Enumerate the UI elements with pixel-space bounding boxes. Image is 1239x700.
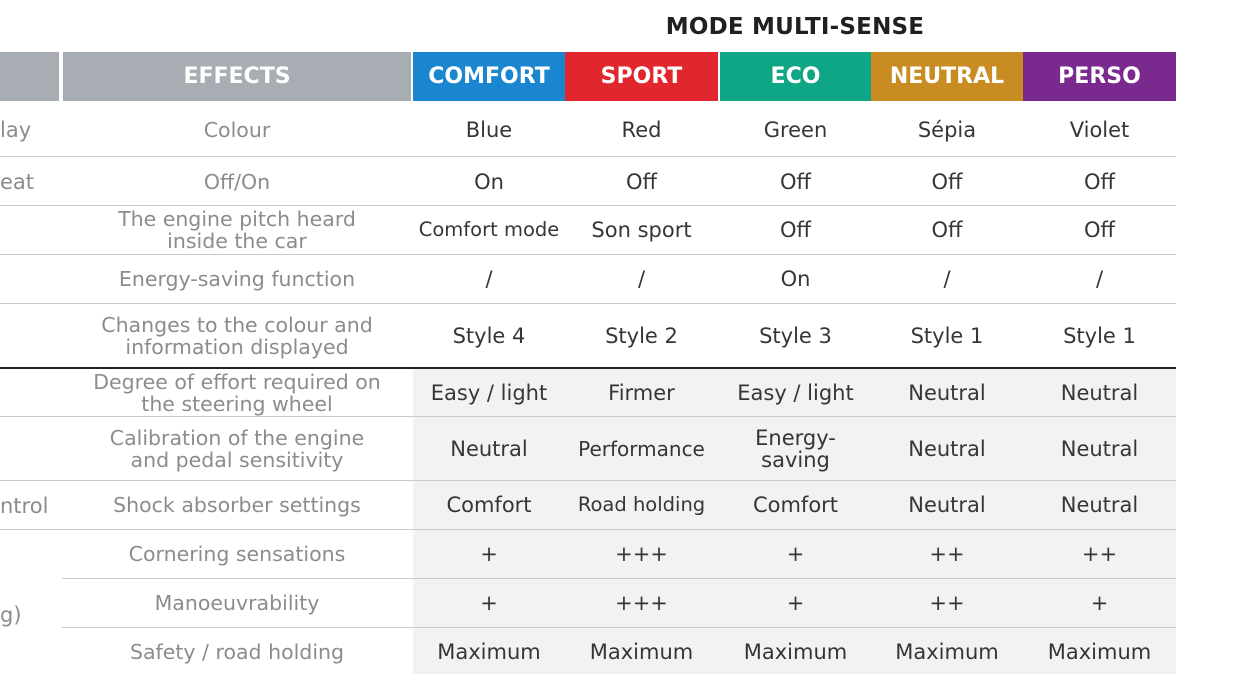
header-effects: EFFECTS bbox=[63, 52, 411, 101]
mode-value: ++ bbox=[1081, 542, 1118, 566]
left-cut-text: lay bbox=[0, 118, 32, 142]
mode-value: + bbox=[786, 542, 805, 566]
mode-value: Neutral bbox=[1060, 380, 1139, 405]
mode-value: Off bbox=[1084, 218, 1115, 242]
mode-value: Blue bbox=[465, 118, 513, 142]
mode-value: Off bbox=[780, 218, 811, 242]
header-mode-sport: SPORT bbox=[565, 52, 718, 101]
effect-label: Safety / road holding bbox=[129, 640, 345, 664]
mode-value: Neutral bbox=[908, 436, 986, 461]
mode-value: Sépia bbox=[917, 118, 977, 142]
effect-label: Changes to the colour and information di… bbox=[101, 313, 373, 359]
left-cut-text: g) bbox=[0, 603, 22, 627]
mode-value: Easy / light bbox=[430, 380, 548, 405]
shaded-region bbox=[413, 368, 1176, 674]
section-divider bbox=[0, 367, 1176, 369]
mode-value: Maximum bbox=[589, 640, 694, 664]
mode-value: Road holding bbox=[577, 493, 706, 516]
left-cut-text: eat bbox=[0, 169, 35, 194]
mode-value: On bbox=[780, 267, 811, 291]
effect-label: Degree of effort required on the steerin… bbox=[93, 369, 381, 416]
mode-value: Off bbox=[931, 218, 963, 242]
mode-value: Comfort mode bbox=[418, 218, 560, 241]
mode-value: + bbox=[480, 591, 498, 615]
effect-label: Manoeuvrability bbox=[154, 591, 320, 615]
mode-value: Neutral bbox=[1060, 436, 1139, 461]
mode-value: Neutral bbox=[1060, 493, 1139, 517]
table-title: MODE MULTI-SENSE bbox=[665, 14, 925, 40]
mode-value: + bbox=[480, 542, 498, 566]
row-divider bbox=[0, 205, 1176, 206]
mode-value: Son sport bbox=[591, 218, 692, 242]
mode-value: +++ bbox=[615, 591, 668, 615]
effect-label: Energy-saving function bbox=[118, 267, 356, 291]
mode-value: Style 4 bbox=[452, 324, 526, 348]
mode-value: Maximum bbox=[1047, 640, 1152, 664]
mode-value: Maximum bbox=[743, 640, 848, 664]
mode-value: Neutral bbox=[908, 493, 986, 517]
row-divider bbox=[0, 254, 1176, 255]
effect-label: Calibration of the engine and pedal sens… bbox=[109, 425, 365, 472]
mode-value: Green bbox=[763, 118, 828, 142]
mode-value: Comfort bbox=[752, 493, 839, 517]
mode-value: Performance bbox=[578, 436, 705, 461]
row-divider bbox=[62, 578, 1176, 579]
row-divider bbox=[0, 156, 1176, 157]
effect-label: The engine pitch heard inside the car bbox=[118, 207, 356, 253]
mode-value: Violet bbox=[1069, 118, 1130, 142]
mode-value: ++ bbox=[929, 542, 965, 566]
mode-value: Style 2 bbox=[605, 324, 678, 348]
row-divider bbox=[0, 480, 1176, 481]
mode-value: Maximum bbox=[437, 640, 541, 664]
mode-value: / bbox=[943, 267, 951, 291]
mode-value: On bbox=[474, 169, 504, 194]
mode-value: Style 3 bbox=[759, 324, 832, 348]
effect-label: Off/On bbox=[203, 169, 271, 194]
header-mode-neutral: NEUTRAL bbox=[871, 52, 1023, 101]
effect-label: Shock absorber settings bbox=[113, 493, 361, 517]
row-divider bbox=[0, 416, 1176, 417]
mode-value: / bbox=[1095, 267, 1104, 291]
header-mode-perso: PERSO bbox=[1023, 52, 1176, 101]
header-cell-partial bbox=[0, 52, 59, 101]
mode-value: / bbox=[485, 267, 493, 291]
mode-value: +++ bbox=[615, 542, 668, 566]
effect-label: Cornering sensations bbox=[128, 542, 346, 566]
left-cut-text: ntrol bbox=[0, 493, 49, 518]
mode-value: + bbox=[786, 591, 805, 615]
mode-value: Off bbox=[780, 169, 811, 194]
mode-value: + bbox=[1090, 591, 1109, 615]
row-divider bbox=[0, 303, 1176, 304]
mode-value: ++ bbox=[929, 591, 965, 615]
mode-value: / bbox=[637, 267, 646, 291]
mode-value: Firmer bbox=[608, 380, 675, 405]
row-divider bbox=[62, 627, 1176, 628]
header-mode-comfort: COMFORT bbox=[413, 52, 565, 101]
mode-value: Style 1 bbox=[910, 324, 984, 348]
mode-value: Style 1 bbox=[1063, 324, 1136, 348]
mode-value: Energy-saving bbox=[755, 425, 836, 472]
header-mode-eco: ECO bbox=[720, 52, 871, 101]
mode-value: Neutral bbox=[450, 436, 528, 461]
mode-value: Off bbox=[626, 169, 657, 194]
row-divider bbox=[0, 529, 1176, 530]
mode-value: Neutral bbox=[908, 380, 986, 405]
mode-value: Comfort bbox=[446, 493, 532, 517]
mode-value: Red bbox=[621, 118, 662, 142]
mode-value: Off bbox=[1084, 169, 1115, 194]
mode-value: Easy / light bbox=[737, 380, 854, 405]
mode-value: Off bbox=[931, 169, 963, 194]
effect-label: Colour bbox=[203, 118, 271, 142]
mode-value: Maximum bbox=[895, 640, 999, 664]
